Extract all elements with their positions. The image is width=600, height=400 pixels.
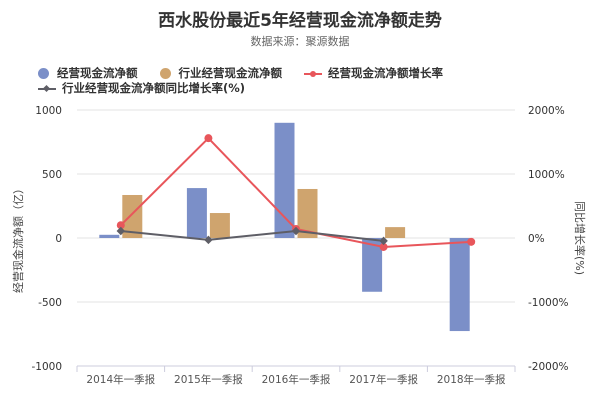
diamond-marker[interactable] bbox=[379, 236, 388, 246]
y-tick-right: 2000% bbox=[528, 105, 565, 117]
chart-subtitle: 数据来源：聚源数据 bbox=[250, 35, 350, 48]
circle-marker[interactable] bbox=[379, 242, 388, 251]
bar[interactable] bbox=[209, 213, 230, 238]
legend-item-industry-growth[interactable]: 行业经营现金流净额同比增长率(%) bbox=[38, 81, 245, 96]
legend: 经营现金流净额 行业经营现金流净额 经营现金流净额增长率 行业经营现金流净额同比… bbox=[38, 66, 578, 96]
legend-item-company-growth[interactable]: 经营现金流净额增长率 bbox=[304, 66, 443, 81]
bar[interactable] bbox=[99, 234, 120, 238]
bar[interactable] bbox=[122, 194, 143, 238]
bar[interactable] bbox=[385, 227, 406, 238]
circle-marker[interactable] bbox=[204, 134, 213, 143]
x-tick-label: 2017年一季报 bbox=[349, 373, 418, 386]
y-axis-left-label: 经营现金流净额（亿） bbox=[11, 183, 25, 293]
legend-label: 经营现金流净额增长率 bbox=[328, 66, 443, 80]
y-tick-right: -1000% bbox=[528, 297, 569, 309]
legend-label: 行业经营现金流净额 bbox=[178, 66, 283, 80]
circle-icon bbox=[38, 68, 49, 79]
x-tick-label: 2014年一季报 bbox=[86, 373, 155, 386]
chart-title: 西水股份最近5年经营现金流净额走势 bbox=[158, 11, 442, 31]
y-axis-right-label: 同比增长率(%) bbox=[573, 201, 587, 275]
x-tick-label: 2018年一季报 bbox=[437, 373, 506, 386]
line-circle-icon bbox=[304, 68, 322, 79]
y-tick-right: -2000% bbox=[528, 361, 569, 373]
x-tick-label: 2016年一季报 bbox=[262, 373, 331, 386]
y-tick-left: -1000 bbox=[31, 361, 62, 373]
line-diamond-icon bbox=[38, 83, 56, 94]
bar[interactable] bbox=[297, 188, 318, 238]
diamond-marker[interactable] bbox=[291, 226, 301, 236]
legend-item-industry-cashflow[interactable]: 行业经营现金流净额 bbox=[159, 66, 283, 81]
y-tick-left: -500 bbox=[38, 297, 62, 309]
diamond-marker[interactable] bbox=[204, 235, 213, 245]
y-tick-left: 0 bbox=[55, 233, 62, 245]
circle-icon bbox=[159, 68, 171, 79]
legend-label: 行业经营现金流净额同比增长率(%) bbox=[62, 81, 246, 95]
y-tick-left: 1000 bbox=[35, 105, 62, 117]
bar[interactable] bbox=[449, 238, 470, 332]
legend-item-company-cashflow[interactable]: 经营现金流净额 bbox=[38, 66, 138, 81]
x-tick-label: 2015年一季报 bbox=[174, 373, 243, 386]
y-tick-right: 0% bbox=[528, 233, 545, 245]
y-tick-left: 500 bbox=[42, 169, 62, 181]
diamond-marker[interactable] bbox=[116, 226, 126, 236]
series-line bbox=[120, 229, 384, 242]
y-tick-right: 1000% bbox=[528, 169, 565, 181]
circle-marker[interactable] bbox=[467, 237, 476, 246]
bar[interactable] bbox=[274, 122, 295, 238]
bar[interactable] bbox=[362, 238, 383, 292]
legend-label: 经营现金流净额 bbox=[57, 66, 138, 80]
circle-marker[interactable] bbox=[116, 221, 125, 230]
bar[interactable] bbox=[186, 188, 207, 238]
